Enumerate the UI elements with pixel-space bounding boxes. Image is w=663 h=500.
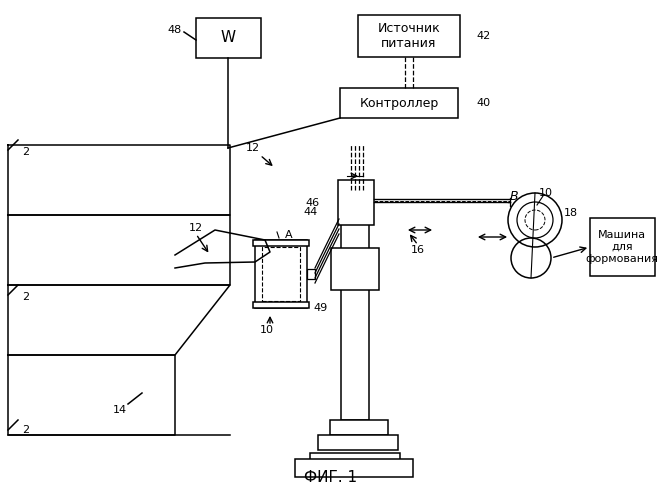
Bar — [318, 435, 398, 450]
Text: Контроллер: Контроллер — [359, 96, 439, 110]
Text: 42: 42 — [476, 31, 490, 41]
Text: Машина
для
формования: Машина для формования — [585, 230, 658, 264]
Bar — [340, 88, 458, 118]
Bar — [196, 18, 261, 58]
Text: 12: 12 — [189, 223, 203, 233]
Text: 2: 2 — [22, 425, 29, 435]
Text: ФИГ. 1: ФИГ. 1 — [304, 470, 357, 486]
Bar — [338, 180, 374, 225]
Text: 10: 10 — [539, 188, 553, 198]
Text: 44: 44 — [304, 207, 318, 217]
Bar — [255, 240, 307, 308]
Bar — [590, 218, 655, 276]
Bar — [330, 420, 388, 435]
Bar — [295, 459, 413, 477]
Bar — [358, 15, 460, 57]
Text: W: W — [220, 30, 235, 46]
Bar — [341, 190, 369, 420]
Bar — [253, 240, 309, 246]
Text: 48: 48 — [168, 25, 182, 35]
Text: 12: 12 — [246, 143, 260, 153]
Bar — [310, 453, 400, 465]
Text: A: A — [285, 230, 293, 240]
Text: 14: 14 — [113, 405, 127, 415]
Bar — [253, 302, 309, 308]
Text: Источник
питания: Источник питания — [378, 22, 440, 50]
Text: 18: 18 — [564, 208, 578, 218]
Text: 2: 2 — [22, 292, 29, 302]
Text: 16: 16 — [411, 245, 425, 255]
Text: 2: 2 — [22, 147, 29, 157]
Text: B: B — [510, 190, 518, 203]
Bar — [262, 247, 300, 301]
Text: 49: 49 — [314, 303, 328, 313]
Text: 40: 40 — [476, 98, 490, 108]
Text: 46: 46 — [306, 198, 320, 208]
Bar — [307, 269, 315, 279]
Bar — [331, 248, 379, 290]
Text: 10: 10 — [260, 325, 274, 335]
